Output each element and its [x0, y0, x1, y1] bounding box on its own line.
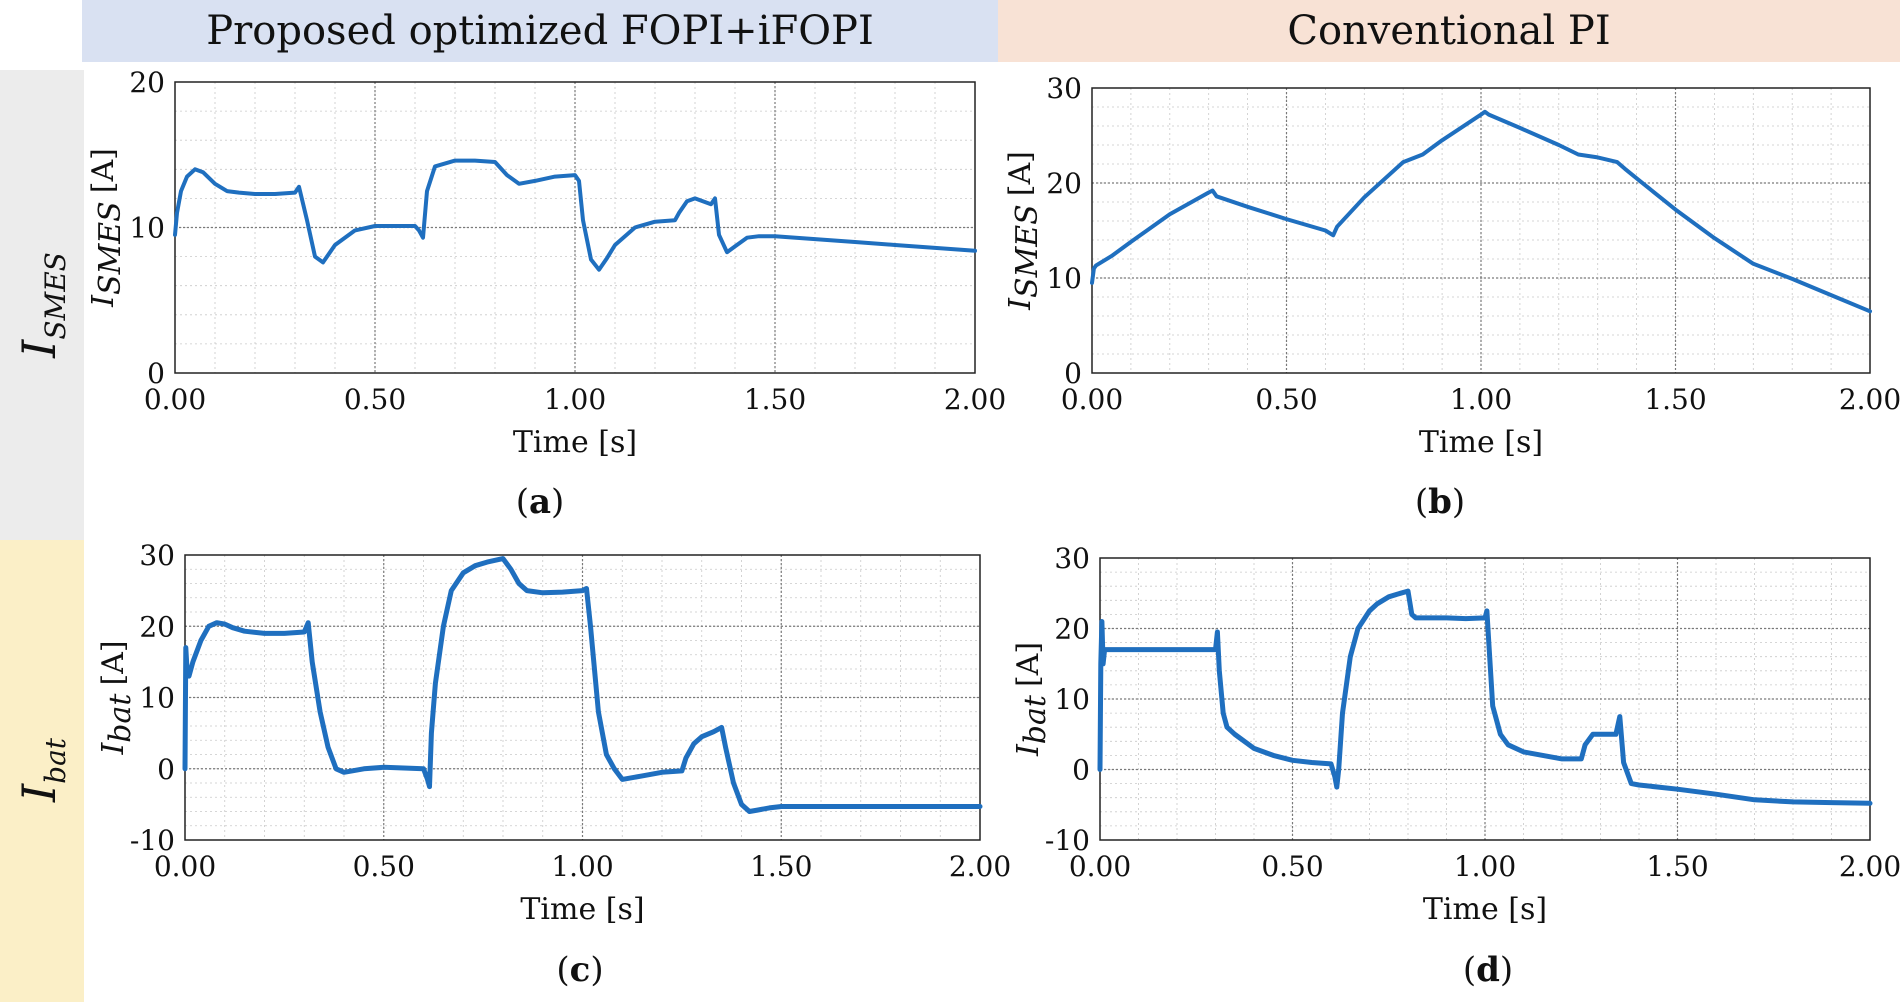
series-line	[1097, 588, 1873, 806]
axes-frame	[1091, 87, 1871, 374]
y-axis-label-main: I	[1003, 297, 1038, 311]
y-axis-label: Ibat [A]	[96, 640, 138, 755]
y-tick-label: 0	[1072, 754, 1090, 787]
x-axis-label: Time [s]	[520, 892, 644, 927]
y-tick-label: 20	[1046, 167, 1082, 200]
x-tick-label: 1.50	[1646, 850, 1708, 883]
y-axis-label: ISMES [A]	[86, 148, 128, 308]
chart-b: 0.00 0.50 1.00 1.50 2.00 0 10 20 30 Time [s] ISMES…	[1003, 72, 1900, 460]
y-tick-label: -10	[1045, 824, 1090, 857]
series-line	[182, 556, 983, 814]
x-tick-label: 1.00	[1450, 383, 1512, 416]
y-tick-label: 10	[139, 682, 175, 715]
y-axis-label-sub: bat	[103, 693, 138, 743]
panel-label-d: (d)	[1462, 950, 1514, 990]
column-header-conventional: Conventional PI	[998, 0, 1900, 62]
series-line	[1090, 109, 1872, 314]
x-tick-label: 0.50	[1255, 383, 1317, 416]
y-tick-label: 20	[139, 610, 175, 643]
y-axis-label-main: I	[96, 742, 131, 756]
x-tick-label: 0.00	[1061, 383, 1123, 416]
x-tick-label: 1.00	[551, 850, 613, 883]
y-tick-label: 0	[157, 753, 175, 786]
y-axis-label: Ibat [A]	[1011, 642, 1053, 757]
panel-label-b: (b)	[1414, 482, 1466, 522]
y-axis-label-main: I	[1011, 743, 1046, 757]
y-axis-label-main: I	[86, 294, 121, 308]
panel-label-d-letter: d	[1476, 950, 1500, 990]
chart-a: 0.00 0.50 1.00 1.50 2.00 0 10 20 Time [s] ISMES [A…	[86, 66, 1006, 460]
y-tick-label: 20	[129, 66, 165, 99]
y-axis-label: ISMES [A]	[1003, 151, 1045, 311]
x-axis-label: Time [s]	[513, 425, 637, 460]
panel-label-c: (c)	[556, 950, 604, 990]
y-axis-label-unit: [A]	[96, 640, 131, 685]
y-tick-label: 30	[1054, 542, 1090, 575]
x-tick-label: 0.50	[353, 850, 415, 883]
y-tick-label: 0	[1064, 357, 1082, 390]
y-axis-label-unit: [A]	[86, 148, 121, 193]
series-line	[173, 158, 977, 272]
x-tick-label: 2.00	[944, 383, 1006, 416]
x-tick-label: 2.00	[1839, 383, 1900, 416]
y-tick-label: 10	[1054, 683, 1090, 716]
x-tick-label: 0.00	[144, 383, 206, 416]
row-header-ibat	[0, 540, 84, 1002]
y-tick-label: 30	[139, 539, 175, 572]
x-tick-label: 0.00	[1069, 850, 1131, 883]
x-tick-label: 1.00	[544, 383, 606, 416]
x-tick-label: 1.50	[750, 850, 812, 883]
y-tick-label: 0	[147, 357, 165, 390]
panel-label-c-letter: c	[569, 950, 591, 990]
y-tick-label: 10	[1046, 262, 1082, 295]
y-tick-label: 20	[1054, 613, 1090, 646]
x-tick-label: 1.50	[744, 383, 806, 416]
chart-c: 0.00 0.50 1.00 1.50 2.00 -10 0 10 20 30 Time [s] Ib…	[96, 539, 1011, 927]
y-tick-label: 30	[1046, 72, 1082, 105]
x-tick-label: 1.50	[1644, 383, 1706, 416]
x-tick-label: 0.50	[1261, 850, 1323, 883]
y-axis-label-sub: SMES	[93, 201, 128, 295]
x-tick-label: 2.00	[1839, 850, 1900, 883]
chart-d: 0.00 0.50 1.00 1.50 2.00 -10 0 10 20 30 Time [s] Ib…	[1011, 542, 1900, 927]
x-tick-label: 1.00	[1454, 850, 1516, 883]
y-axis-label-sub: bat	[1018, 694, 1053, 744]
x-axis-label: Time [s]	[1423, 892, 1547, 927]
x-axis-label: Time [s]	[1419, 425, 1543, 460]
x-tick-label: 2.00	[949, 850, 1011, 883]
x-tick-label: 0.00	[154, 850, 216, 883]
panel-label-a: (a)	[515, 482, 565, 522]
y-tick-label: -10	[130, 824, 175, 857]
y-axis-label-unit: [A]	[1003, 151, 1038, 196]
y-tick-label: 10	[129, 212, 165, 245]
panel-label-a-letter: a	[528, 482, 552, 522]
column-header-proposed: Proposed optimized FOPI+iFOPI	[82, 0, 998, 62]
y-axis-label-unit: [A]	[1011, 642, 1046, 687]
y-axis-label-sub: SMES	[1010, 204, 1045, 298]
x-tick-label: 0.50	[344, 383, 406, 416]
row-header-ismes	[0, 70, 84, 540]
panel-label-b-letter: b	[1428, 482, 1452, 522]
